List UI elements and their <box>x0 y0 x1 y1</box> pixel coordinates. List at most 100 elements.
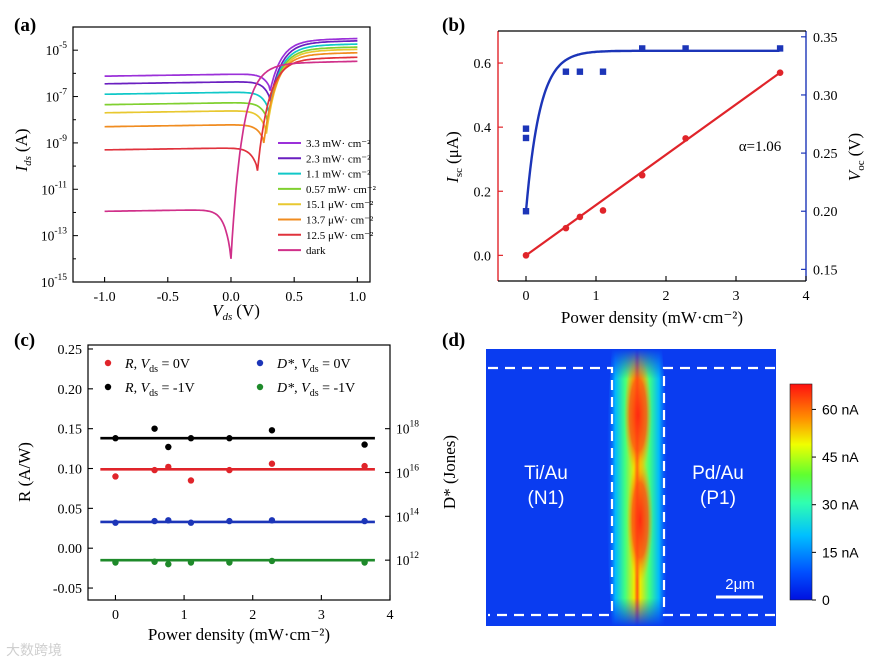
plot-b-ylabel-right: Voc(V) <box>845 133 867 181</box>
voc-point <box>639 45 646 52</box>
panel-c: (c) 0 1 2 3 4 -0.05 0.00 0.05 0.10 0.15 0.20 0.25 10… <box>14 330 459 644</box>
plot-a-xtick-label: -0.5 <box>157 290 179 305</box>
isc-point <box>562 224 570 232</box>
data-point-1 <box>226 435 233 442</box>
voc-fit-curve <box>524 49 780 212</box>
legend-c-marker-0 <box>104 359 112 367</box>
plot-a-ytick-label: 10-11 <box>41 180 67 197</box>
plot-b-ytick-right-label: 0.15 <box>813 263 838 278</box>
data-point-0 <box>361 462 368 470</box>
legend-a-label-4: 15.1 μW· cm⁻² <box>306 199 374 211</box>
plot-a-ytick-label: 10-15 <box>41 273 67 290</box>
data-point-3 <box>268 557 276 565</box>
data-point-1 <box>361 441 368 448</box>
plot-c-xtick-label: 1 <box>181 608 188 623</box>
isc-fit-line <box>525 71 781 257</box>
data-point-0 <box>187 477 195 484</box>
electrode-p1-outline <box>662 366 775 617</box>
hotspot-upper <box>624 355 652 475</box>
plot-c-ytick-right-label: 1014 <box>396 507 419 524</box>
plot-b-ytick-right-label: 0.35 <box>813 31 838 46</box>
electrode-n1-outline <box>488 366 614 617</box>
plot-a-frame <box>72 26 371 283</box>
plot-b-xtick-label: 4 <box>803 289 810 304</box>
plot-c-xtick-label: 0 <box>112 608 119 623</box>
data-point-2 <box>187 519 195 526</box>
plot-c-ytick-right-label: 1018 <box>396 420 419 437</box>
voc-point <box>522 208 530 215</box>
plot-b-ytick-left-label: 0.0 <box>474 249 492 264</box>
panel-a-label: (a) <box>14 15 36 36</box>
isc-point <box>776 69 784 76</box>
legend-a-label-2: 1.1 mW· cm⁻² <box>306 169 371 181</box>
data-point-0 <box>165 463 172 471</box>
plot-b-ylabel-left: Isc(μA) <box>443 131 465 184</box>
plot-b-ytick-right-label: 0.30 <box>813 89 838 104</box>
plot-a-ytick-label: 10-13 <box>41 227 67 244</box>
plot-a-ytick-label: 10-5 <box>46 41 68 58</box>
scale-bar-label: 2μm <box>725 576 754 593</box>
plot-b-ytick-left-label: 0.6 <box>474 57 492 72</box>
isc-point <box>522 252 530 259</box>
plot-a-xtick-label: -1.0 <box>94 290 116 305</box>
colorbar-tick-label: 15 nA <box>822 544 859 560</box>
electrode-n1-label: Ti/Au <box>524 463 568 484</box>
plot-a-xlabel: Vds (V) <box>212 301 260 323</box>
plot-c-ytick-right-label: 1016 <box>396 464 419 481</box>
plot-c-xtick-label: 4 <box>387 608 394 623</box>
plot-a-ylabel: Ids(A) <box>12 128 34 172</box>
data-point-2 <box>268 517 276 524</box>
voc-point <box>522 125 530 132</box>
panel-d-label: (d) <box>442 330 465 351</box>
data-point-0 <box>268 460 276 467</box>
data-point-2 <box>151 517 158 525</box>
legend-c-marker-1 <box>104 383 112 391</box>
iv-curve-7 <box>104 60 358 259</box>
legend-c-marker-2 <box>256 359 264 367</box>
plot-c-ytick-right-label: 1012 <box>396 551 419 568</box>
data-point-3 <box>226 559 233 566</box>
colorbar-tick-label: 0 <box>822 592 830 608</box>
voc-point <box>522 134 530 142</box>
plot-b-ytick-left-label: 0.4 <box>474 121 492 136</box>
iv-curve-0 <box>104 37 358 91</box>
data-point-2 <box>361 517 368 525</box>
iv-curve-4 <box>104 48 358 134</box>
colorbar-tick-label: 45 nA <box>822 449 859 465</box>
electrode-n1-sublabel: (N1) <box>528 488 565 509</box>
plot-c-ytick-left-label: 0.00 <box>58 542 83 557</box>
colorbar <box>789 383 813 601</box>
plot-c-xtick-label: 3 <box>318 608 325 623</box>
panel-a: (a) -1.0 -0.5 0.0 0.5 1.0 10-15 10-13 10-11 10-9… <box>12 15 377 323</box>
plot-c-xtick-label: 2 <box>249 608 256 623</box>
data-point-0 <box>226 466 233 474</box>
legend-a-label-1: 2.3 mW· cm⁻² <box>306 153 371 165</box>
isc-point <box>599 207 607 214</box>
panel-b: (b) 0 1 2 3 4 0.0 0.2 0.4 0.6 0.15 0.20 0.25 0.30 0.3… <box>442 15 867 327</box>
voc-point <box>562 68 570 75</box>
legend-a-label-7: dark <box>306 245 326 257</box>
data-point-3 <box>151 558 158 565</box>
plot-b-ytick-right-label: 0.25 <box>813 147 838 162</box>
electrode-p1-sublabel: (P1) <box>700 488 736 509</box>
isc-point <box>576 213 584 221</box>
voc-point <box>599 68 607 75</box>
plot-c-ytick-left-label: 0.05 <box>58 502 83 517</box>
data-point-2 <box>165 517 172 524</box>
plot-a-xtick-label: 0.0 <box>222 290 240 305</box>
legend-c-label-0: R, Vds = 0V <box>124 357 190 375</box>
data-point-2 <box>226 517 233 525</box>
voc-point <box>776 45 784 52</box>
iv-curve-6 <box>104 56 358 171</box>
data-point-0 <box>112 473 119 480</box>
legend-c-label-1: R, Vds = -1V <box>124 381 195 399</box>
plot-c-ylabel-left: R (A/W) <box>15 442 34 502</box>
watermark: 大数跨境 <box>6 643 62 659</box>
alpha-annotation: α=1.06 <box>739 139 782 155</box>
stripe-fade-top <box>600 349 676 379</box>
legend-c-label-3: D*, Vds = -1V <box>276 381 355 399</box>
legend-c-marker-3 <box>256 383 264 391</box>
data-point-3 <box>112 559 119 566</box>
data-point-3 <box>361 559 368 566</box>
